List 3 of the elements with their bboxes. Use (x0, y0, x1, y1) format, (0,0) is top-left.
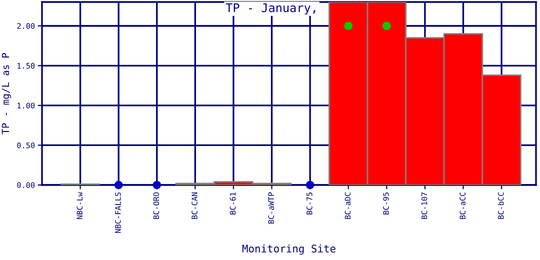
y-axis-title: TP - mg/L as P (2, 52, 12, 134)
chart-title: TP - January, (226, 3, 316, 14)
x-axis-title: Monitoring Site (242, 244, 336, 255)
